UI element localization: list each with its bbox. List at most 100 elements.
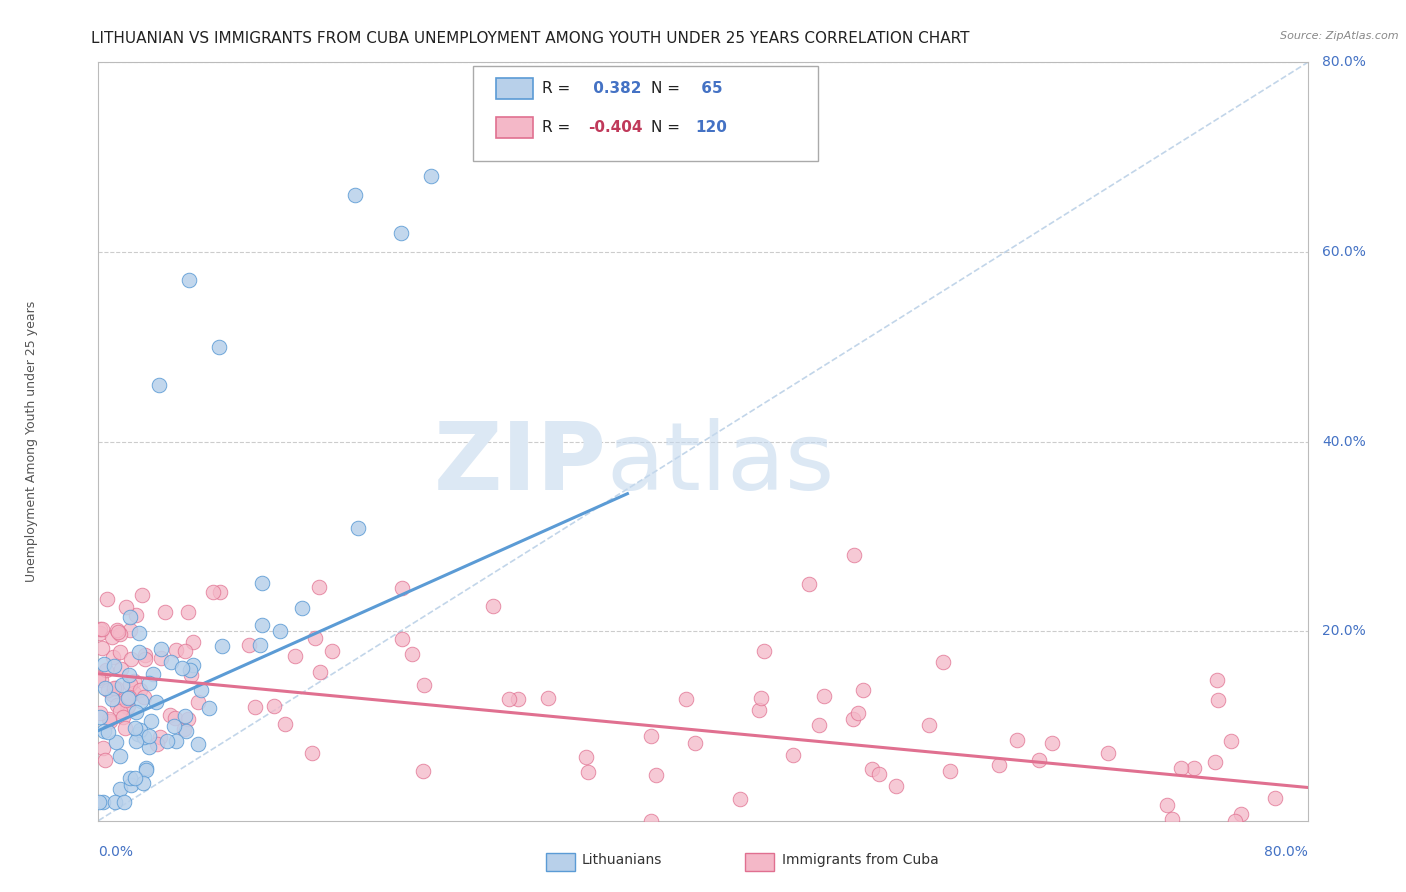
Point	[163, 711, 186, 725]
Point	[1219, 734, 1241, 748]
Point	[1040, 735, 1063, 749]
Point	[1206, 692, 1229, 706]
Point	[141, 666, 163, 681]
Point	[110, 662, 132, 676]
Point	[149, 731, 172, 745]
Point	[149, 651, 172, 665]
Point	[344, 188, 367, 202]
Point	[174, 724, 197, 739]
Point	[211, 639, 233, 653]
Point	[304, 631, 326, 645]
Point	[134, 651, 156, 665]
Point	[97, 683, 120, 698]
Point	[90, 622, 112, 636]
Point	[939, 764, 962, 779]
Point	[89, 709, 111, 723]
Point	[1182, 761, 1205, 775]
Point	[269, 624, 291, 639]
Point	[576, 764, 599, 779]
Point	[138, 675, 160, 690]
Text: 80.0%: 80.0%	[1264, 845, 1308, 859]
Text: -0.404: -0.404	[588, 120, 643, 136]
Point	[749, 690, 772, 705]
Point	[108, 704, 131, 718]
Point	[103, 658, 125, 673]
Point	[98, 712, 121, 726]
Point	[508, 692, 530, 706]
Point	[132, 690, 155, 705]
Point	[101, 649, 124, 664]
Point	[249, 638, 271, 652]
Point	[93, 657, 115, 672]
Point	[846, 706, 869, 720]
FancyBboxPatch shape	[496, 117, 533, 138]
Point	[90, 673, 112, 687]
Point	[868, 767, 890, 781]
Point	[1204, 755, 1226, 769]
Point	[180, 668, 202, 682]
Point	[208, 584, 231, 599]
Point	[94, 663, 117, 677]
Text: 20.0%: 20.0%	[1322, 624, 1365, 638]
Point	[105, 698, 128, 713]
Point	[683, 736, 706, 750]
Point	[1225, 814, 1247, 828]
Point	[87, 672, 110, 686]
Point	[93, 740, 115, 755]
Point	[797, 576, 820, 591]
Point	[94, 753, 117, 767]
Point	[1170, 761, 1192, 775]
Point	[728, 792, 751, 806]
Point	[138, 729, 160, 743]
Point	[125, 705, 148, 719]
Point	[111, 710, 134, 724]
Point	[181, 657, 204, 672]
Point	[201, 585, 224, 599]
Point	[94, 681, 117, 696]
Point	[110, 678, 132, 692]
Point	[117, 698, 139, 713]
Point	[250, 618, 273, 632]
Point	[156, 733, 179, 747]
Point	[148, 377, 170, 392]
Point	[135, 763, 157, 777]
Point	[208, 340, 231, 354]
Point	[173, 644, 195, 658]
Point	[165, 642, 187, 657]
Point	[245, 700, 267, 714]
Point	[842, 712, 865, 726]
Point	[309, 665, 332, 679]
Text: Source: ZipAtlas.com: Source: ZipAtlas.com	[1281, 31, 1399, 41]
Text: 80.0%: 80.0%	[1322, 55, 1367, 70]
Point	[172, 661, 194, 675]
Point	[537, 690, 560, 705]
Point	[101, 692, 124, 706]
Point	[165, 734, 187, 748]
Point	[391, 632, 413, 646]
Point	[179, 273, 201, 287]
Text: Unemployment Among Youth under 25 years: Unemployment Among Youth under 25 years	[25, 301, 38, 582]
Point	[162, 719, 184, 733]
Point	[105, 735, 128, 749]
Text: 40.0%: 40.0%	[1322, 434, 1365, 449]
Point	[1156, 797, 1178, 812]
Point	[1161, 812, 1184, 826]
Point	[131, 694, 153, 708]
Point	[108, 781, 131, 796]
Point	[105, 623, 128, 637]
Text: LITHUANIAN VS IMMIGRANTS FROM CUBA UNEMPLOYMENT AMONG YOUTH UNDER 25 YEARS CORRE: LITHUANIAN VS IMMIGRANTS FROM CUBA UNEMP…	[91, 31, 970, 46]
Point	[98, 714, 121, 729]
Point	[198, 701, 221, 715]
Point	[852, 683, 875, 698]
Point	[110, 645, 132, 659]
Point	[91, 795, 114, 809]
Text: R =: R =	[543, 120, 571, 136]
Point	[160, 655, 183, 669]
Point	[100, 688, 122, 702]
Point	[263, 699, 285, 714]
Point	[179, 663, 201, 677]
Point	[884, 780, 907, 794]
Point	[1005, 732, 1028, 747]
Point	[101, 631, 124, 645]
Point	[129, 723, 152, 738]
